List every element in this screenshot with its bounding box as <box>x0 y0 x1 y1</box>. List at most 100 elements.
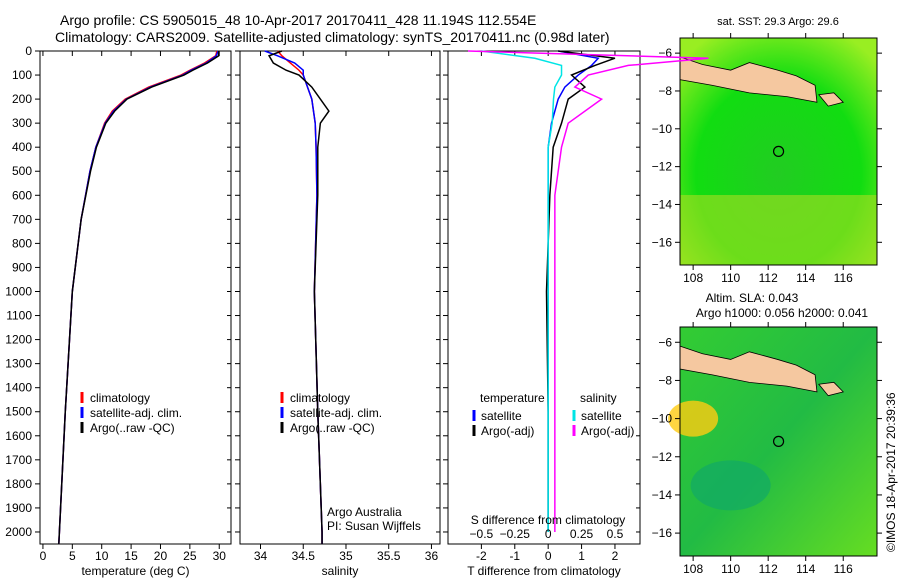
panel-frame <box>447 50 641 545</box>
y-tick-label: 1100 <box>6 309 32 323</box>
legend-label: climatology <box>90 391 150 405</box>
map-sst-title: sat. SST: 29.3 Argo: 29.6 <box>717 16 839 28</box>
land-bali <box>818 92 845 107</box>
map-y-tick-label: −14 <box>652 197 673 211</box>
map-sla-title-2: Argo h1000: 0.056 h2000: 0.041 <box>696 306 868 320</box>
x-tick-label: 0 <box>545 549 552 563</box>
map-y-tick-label: −6 <box>658 46 672 60</box>
x-tick-label: -1 <box>509 549 520 563</box>
legend-label: Argo(..raw -QC) <box>90 421 175 435</box>
x-axis-label: temperature (deg C) <box>81 564 189 578</box>
y-tick-label: 1600 <box>5 429 32 443</box>
high-sla <box>668 400 719 437</box>
map-y-tick-label: −8 <box>658 373 672 387</box>
x2-tick-label: 0.5 <box>607 527 624 541</box>
warm-region <box>680 195 877 265</box>
map-x-tick-label: 108 <box>683 271 703 285</box>
series-line-argo-raw-qc- <box>267 50 330 544</box>
map-y-tick-label: −16 <box>652 235 673 249</box>
y-tick-label: 100 <box>12 68 32 82</box>
x-tick-label: 36 <box>425 549 439 563</box>
series-line-argo-raw-qc- <box>58 51 220 545</box>
x-tick-label: 34.5 <box>292 549 316 563</box>
x-tick-label: 34 <box>254 549 268 563</box>
y-tick-label: 1800 <box>5 477 32 491</box>
x-tick-label: 35.5 <box>377 549 401 563</box>
map-y-tick-label: −14 <box>652 488 673 502</box>
legend-label: satellite-adj. clim. <box>90 406 182 420</box>
x-tick-label: 35 <box>339 549 353 563</box>
x-axis-label: T difference from climatology <box>467 564 621 578</box>
y-tick-label: 2000 <box>5 525 32 539</box>
series-line-s-satellite <box>481 50 563 532</box>
legend-label: Argo(-adj) <box>481 424 534 438</box>
x-tick-label: -2 <box>476 549 487 563</box>
map-y-tick-label: −16 <box>652 526 673 540</box>
map-frame <box>679 37 878 266</box>
x-tick-label: 1 <box>578 549 585 563</box>
legend-title-temperature: temperature <box>480 391 545 405</box>
map-x-tick-label: 112 <box>759 562 778 576</box>
legend-label: satellite <box>481 409 522 423</box>
x-axis-label-2: S difference from climatology <box>471 513 626 527</box>
series-line-satellite-adj-clim- <box>58 50 219 545</box>
copyright-label: ©IMOS 18-Apr-2017 20:39:36 <box>884 392 898 552</box>
legend-label: satellite-adj. clim. <box>290 406 382 420</box>
panel-frame <box>239 50 441 545</box>
map-x-tick-label: 116 <box>834 562 853 576</box>
map-x-tick-label: 110 <box>721 562 740 576</box>
land-java <box>679 56 818 103</box>
x-tick-label: 30 <box>213 549 227 563</box>
series-line-s-argo-adj- <box>468 50 709 532</box>
map-sla-title: Altim. SLA: 0.043 <box>706 291 799 305</box>
annotation: Argo Australia <box>327 505 402 519</box>
y-tick-label: 1200 <box>5 333 32 347</box>
legend-label: Argo(-adj) <box>581 424 634 438</box>
y-tick-label: 1900 <box>5 501 32 515</box>
x-tick-label: 25 <box>183 549 197 563</box>
y-tick-label: 1300 <box>5 357 32 371</box>
argo-location-marker <box>772 435 785 447</box>
legend-title-salinity: salinity <box>580 391 617 405</box>
x-tick-label: 10 <box>95 549 109 563</box>
low-sla <box>690 460 771 511</box>
map-x-tick-label: 114 <box>796 562 815 576</box>
y-tick-label: 200 <box>12 92 32 106</box>
series-line-climatology <box>58 50 218 545</box>
legend-label: satellite <box>581 409 622 423</box>
panel-frame <box>39 50 232 545</box>
land-java <box>679 345 818 393</box>
map-y-tick-label: −12 <box>652 450 673 464</box>
y-tick-label: 1000 <box>5 284 32 298</box>
y-tick-label: 0 <box>25 44 32 58</box>
y-tick-label: 600 <box>12 188 32 202</box>
x2-tick-label: 0 <box>545 527 552 541</box>
title-line-2: Climatology: CARS2009. Satellite-adjuste… <box>55 29 610 45</box>
legend-label: climatology <box>290 391 350 405</box>
land-bali <box>818 381 845 397</box>
y-tick-label: 300 <box>12 116 32 130</box>
x-tick-label: 2 <box>612 549 619 563</box>
title-line-1: Argo profile: CS 5905015_48 10-Apr-2017 … <box>60 12 537 28</box>
argo-location-marker <box>772 145 785 157</box>
x2-tick-label: −0.25 <box>500 527 531 541</box>
annotation: PI: Susan Wijffels <box>327 519 421 533</box>
legend-label: Argo(..raw -QC) <box>290 421 375 435</box>
x2-tick-label: −0.5 <box>470 527 494 541</box>
x2-tick-label: 0.25 <box>570 527 594 541</box>
y-tick-label: 400 <box>12 140 32 154</box>
y-tick-label: 1400 <box>5 381 32 395</box>
map-y-tick-label: −12 <box>652 160 673 174</box>
y-tick-label: 1500 <box>5 405 32 419</box>
map-y-tick-label: −10 <box>652 412 673 426</box>
y-tick-label: 1700 <box>5 453 32 467</box>
map-y-tick-label: −10 <box>652 122 673 136</box>
x-axis-label: salinity <box>322 564 359 578</box>
series-line-t-argo-adj- <box>545 50 616 532</box>
y-tick-label: 500 <box>12 164 32 178</box>
x-tick-label: 5 <box>69 549 76 563</box>
x-tick-label: 15 <box>124 549 138 563</box>
map-x-tick-label: 112 <box>759 271 778 285</box>
